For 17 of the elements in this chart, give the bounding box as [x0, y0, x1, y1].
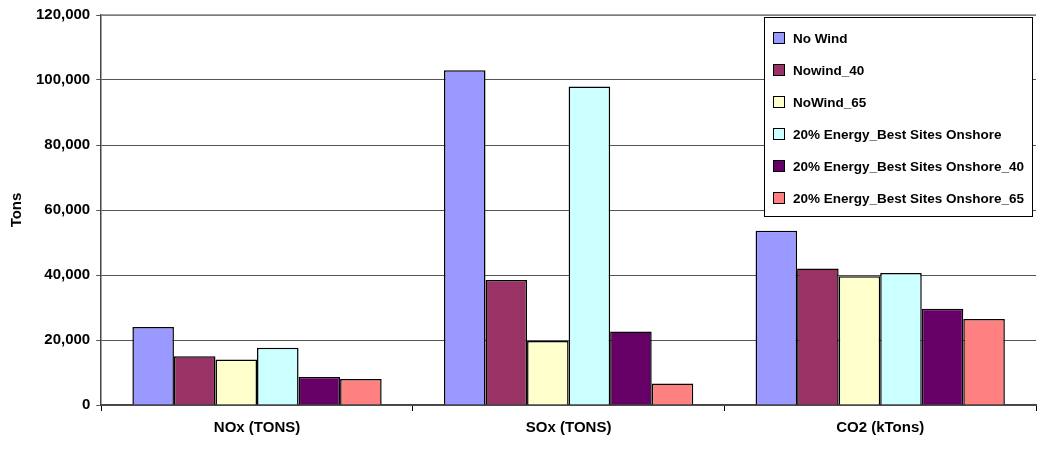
legend-label: 20% Energy_Best Sites Onshore [792, 126, 1002, 142]
x-tick-label: NOx (TONS) [213, 418, 301, 436]
y-tick-label: 20,000 [44, 330, 91, 348]
y-tick-label: 60,000 [44, 200, 91, 218]
legend-label: NoWind_65 [792, 94, 867, 110]
y-tick-label: 80,000 [44, 135, 91, 153]
legend-label: 20% Energy_Best Sites Onshore_65 [792, 190, 1024, 206]
legend-label: Nowind_40 [792, 62, 865, 78]
legend-label: No Wind [792, 30, 848, 46]
x-tick-label: SOx (TONS) [525, 418, 612, 436]
y-tick-label: 100,000 [35, 70, 91, 88]
legend-label: 20% Energy_Best Sites Onshore_40 [792, 158, 1024, 174]
y-tick-label: 120,000 [35, 5, 91, 23]
y-axis-title: Tons [7, 192, 25, 228]
y-tick-label: 40,000 [44, 265, 91, 283]
x-tick-label: CO2 (kTons) [836, 418, 925, 436]
y-tick-label: 0 [81, 395, 91, 413]
